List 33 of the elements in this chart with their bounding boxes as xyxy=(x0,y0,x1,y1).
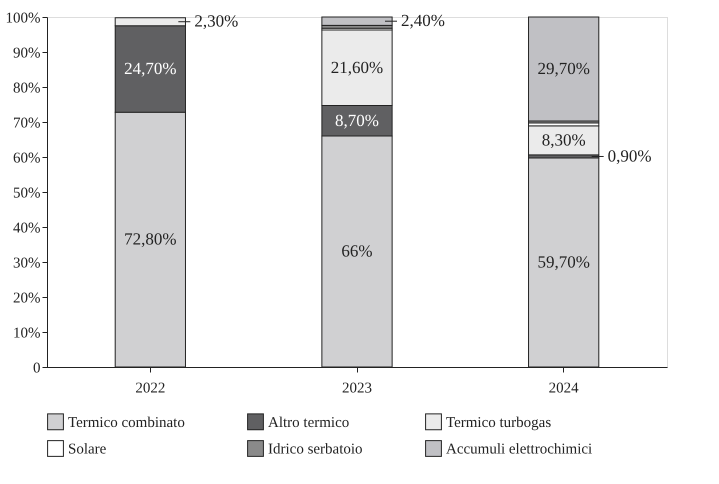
data-label: 2,40% xyxy=(401,11,445,30)
y-tick-label: 60% xyxy=(13,150,40,166)
y-tick-label: 30% xyxy=(13,256,40,272)
legend-label: Altro termico xyxy=(268,414,350,431)
y-tick-label: 80% xyxy=(13,80,40,96)
y-tick-label: 100% xyxy=(6,10,40,26)
y-tick-label: 50% xyxy=(13,186,40,202)
y-tick-label: 20% xyxy=(13,290,40,306)
y-tick-label: 70% xyxy=(13,116,40,132)
data-label: 8,70% xyxy=(335,110,379,130)
legend-label: Accumuli elettrochimici xyxy=(446,442,592,458)
y-tick-label: 40% xyxy=(13,220,40,236)
legend-label: Termico turbogas xyxy=(446,414,552,431)
data-label: 21,60% xyxy=(330,58,384,77)
legend-label: Solare xyxy=(68,442,107,458)
legend-label: Idrico serbatoio xyxy=(268,442,363,458)
y-tick-label: 10% xyxy=(13,326,40,342)
y-tick-label: 90% xyxy=(13,46,40,62)
data-label: 8,30% xyxy=(542,130,586,150)
data-label: 2,30% xyxy=(194,12,238,31)
data-label: 72,80% xyxy=(124,230,177,249)
y-tick-label: 0 xyxy=(33,360,40,376)
x-tick-label: 2024 xyxy=(548,380,580,396)
data-label: 0,90% xyxy=(608,146,652,166)
x-tick-label: 2023 xyxy=(342,380,372,396)
bar xyxy=(528,16,600,122)
data-label: 24,70% xyxy=(124,58,177,78)
x-tick-label: 2022 xyxy=(135,380,166,396)
data-label: 29,70% xyxy=(537,58,590,78)
legend-label: Termico combinato xyxy=(68,414,185,431)
bar xyxy=(321,16,393,26)
data-label: 66% xyxy=(341,242,373,260)
data-label: 59,70% xyxy=(537,252,590,272)
